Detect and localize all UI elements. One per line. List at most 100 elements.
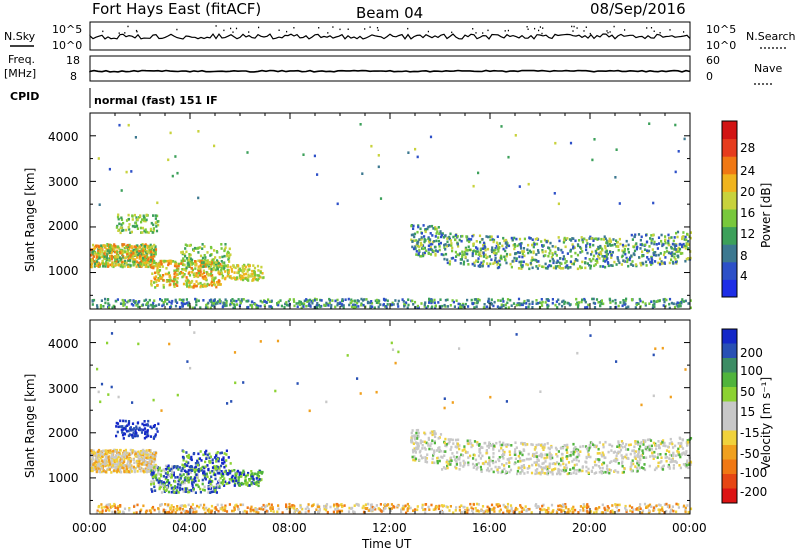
echo-cell	[515, 446, 518, 449]
echo-cell	[438, 243, 441, 246]
echo-cell	[212, 258, 215, 261]
echo-cell	[171, 299, 174, 303]
echo-cell	[377, 301, 380, 305]
echo-cell	[230, 299, 233, 302]
echo-cell	[687, 247, 690, 250]
echo-cell	[120, 216, 123, 220]
echo-cell	[456, 242, 459, 246]
echo-cell	[584, 257, 587, 260]
echo-cell	[235, 303, 239, 306]
echo-cell	[452, 455, 455, 458]
echo-cell	[611, 243, 614, 247]
echo-cell	[636, 459, 639, 463]
echo-cell	[260, 265, 263, 269]
echo-cell	[636, 469, 639, 473]
echo-cell	[121, 466, 124, 469]
echo-cell	[195, 273, 198, 277]
echo-cell	[593, 472, 596, 475]
echo-cell	[104, 449, 107, 452]
echo-cell	[237, 268, 240, 271]
echo-cell	[429, 135, 433, 139]
echo-cell	[535, 299, 538, 302]
echo-cell	[460, 304, 463, 308]
echo-cell	[602, 445, 605, 449]
echo-cell	[142, 257, 145, 260]
echo-cell	[182, 257, 185, 260]
echo-cell	[587, 467, 590, 471]
echo-cell	[135, 459, 138, 463]
echo-cell	[218, 468, 221, 471]
echo-cell	[173, 275, 176, 279]
echo-cell	[647, 438, 650, 442]
nsearch-dot	[585, 26, 587, 28]
echo-cell	[188, 284, 191, 287]
echo-cell	[449, 232, 452, 236]
echo-cell	[518, 302, 521, 305]
echo-cell	[502, 457, 505, 460]
echo-cell	[440, 253, 443, 256]
echo-cell	[130, 452, 133, 455]
echo-cell	[561, 453, 564, 456]
echo-cell	[133, 301, 137, 304]
echo-cell	[173, 285, 176, 288]
echo-cell	[510, 444, 513, 447]
echo-cell	[667, 445, 670, 449]
echo-cell	[140, 462, 143, 466]
echo-cell	[307, 304, 310, 307]
echo-cell	[661, 441, 664, 444]
echo-cell	[548, 462, 551, 466]
echo-cell	[437, 239, 441, 243]
echo-cell	[429, 232, 432, 235]
echo-cell	[136, 452, 139, 456]
echo-cell	[150, 282, 153, 286]
echo-cell	[172, 471, 175, 475]
echo-cell	[213, 281, 216, 284]
echo-cell	[210, 304, 213, 307]
echo-cell	[115, 425, 118, 428]
echo-cell	[434, 249, 438, 252]
echo-cell	[415, 253, 418, 256]
echo-cell	[557, 469, 560, 473]
echo-cell	[645, 240, 649, 244]
echo-cell	[127, 420, 131, 423]
echo-cell	[526, 263, 529, 267]
echo-cell	[210, 475, 213, 479]
echo-cell	[181, 467, 184, 470]
echo-cell	[137, 253, 140, 257]
echo-cell	[555, 448, 558, 451]
echo-cell	[235, 276, 239, 279]
echo-cell	[136, 461, 139, 465]
echo-cell	[629, 465, 632, 469]
echo-cell	[410, 224, 413, 228]
echo-cell	[663, 297, 667, 301]
echo-cell	[688, 257, 691, 261]
echo-cell	[195, 247, 198, 250]
echo-cell	[521, 453, 524, 457]
echo-cell	[531, 443, 534, 447]
echo-cell	[168, 259, 171, 263]
echo-cell	[440, 455, 443, 459]
echo-cell	[424, 230, 427, 234]
echo-cell	[499, 263, 502, 267]
echo-cell	[451, 246, 454, 250]
echo-cell	[302, 305, 305, 308]
echo-cell	[569, 454, 572, 457]
echo-cell	[188, 490, 191, 494]
echo-cell	[114, 457, 117, 461]
echo-cell	[550, 446, 553, 449]
echo-cell	[474, 298, 477, 301]
echo-cell	[133, 433, 137, 436]
echo-cell	[457, 457, 460, 461]
echo-cell	[127, 460, 130, 463]
echo-cell	[500, 446, 503, 450]
echo-cell	[511, 260, 514, 263]
echo-cell	[115, 421, 118, 425]
echo-cell	[571, 460, 574, 463]
echo-cell	[604, 237, 607, 241]
echo-cell	[185, 298, 188, 301]
echo-cell	[608, 461, 612, 464]
echo-cell	[467, 463, 470, 467]
echo-cell	[569, 249, 572, 253]
echo-cell	[595, 298, 599, 301]
echo-cell	[252, 473, 255, 477]
